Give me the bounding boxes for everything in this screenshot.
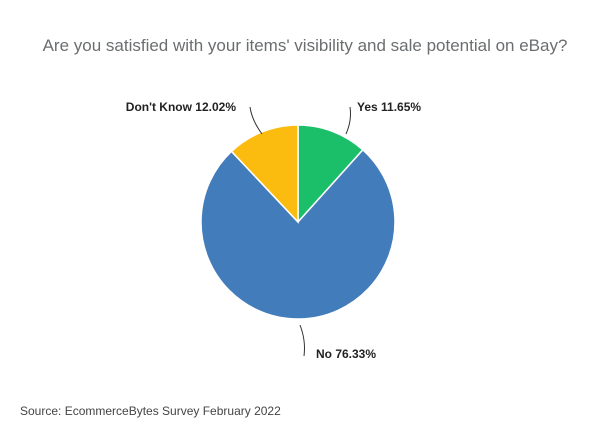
slice-label-yes: Yes 11.65% <box>357 100 421 114</box>
pie-slice-yes <box>297 124 364 224</box>
leader-line-yes <box>345 106 351 135</box>
pie-slice-no <box>200 148 396 320</box>
slice-label-don-t-know: Don't Know 12.02% <box>126 100 237 114</box>
chart-title: Are you satisfied with your items' visib… <box>42 36 568 55</box>
leader-line-don-t-know <box>249 106 263 135</box>
leader-line-no <box>299 324 305 357</box>
slice-label-no: No 76.33% <box>316 347 376 361</box>
pie-slice-don-t-know <box>230 124 299 224</box>
source-note: Source: EcommerceBytes Survey February 2… <box>20 404 281 418</box>
